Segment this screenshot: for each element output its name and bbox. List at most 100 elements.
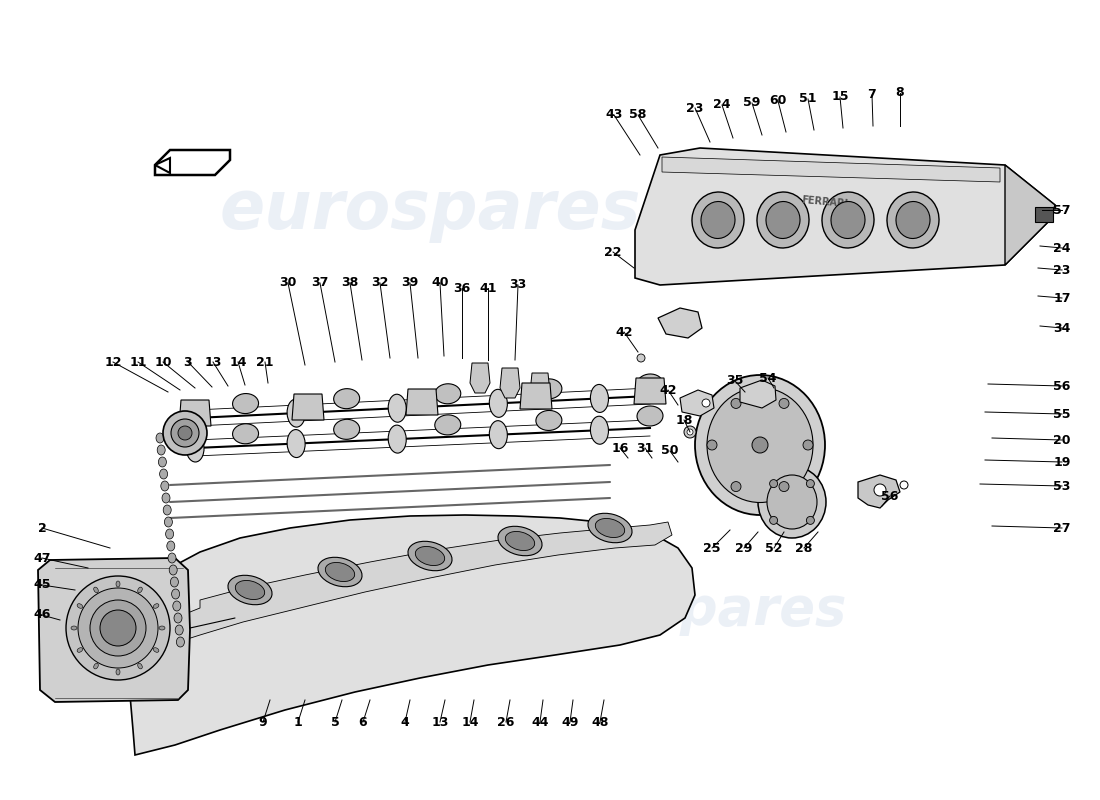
Ellipse shape [176, 637, 185, 647]
Text: 23: 23 [686, 102, 704, 114]
Ellipse shape [157, 445, 165, 455]
Text: 25: 25 [703, 542, 720, 554]
Ellipse shape [138, 663, 142, 669]
Ellipse shape [490, 421, 507, 449]
Ellipse shape [498, 526, 542, 556]
Text: 44: 44 [531, 715, 549, 729]
Circle shape [770, 516, 778, 524]
Ellipse shape [416, 546, 444, 566]
Ellipse shape [388, 394, 406, 422]
Ellipse shape [318, 558, 362, 586]
Ellipse shape [637, 406, 663, 426]
Text: 22: 22 [604, 246, 622, 258]
Text: 28: 28 [795, 542, 813, 554]
Text: 23: 23 [1054, 263, 1070, 277]
Ellipse shape [160, 626, 165, 630]
Circle shape [707, 440, 717, 450]
Ellipse shape [637, 374, 663, 394]
Ellipse shape [94, 587, 98, 593]
Circle shape [178, 426, 192, 440]
Text: 46: 46 [33, 609, 51, 622]
Ellipse shape [116, 669, 120, 675]
Text: 3: 3 [184, 355, 192, 369]
Text: 60: 60 [769, 94, 786, 107]
Text: 14: 14 [461, 715, 478, 729]
Ellipse shape [536, 379, 562, 399]
Text: 16: 16 [612, 442, 629, 454]
Text: 53: 53 [1054, 479, 1070, 493]
Text: 10: 10 [154, 355, 172, 369]
Ellipse shape [94, 663, 98, 669]
Ellipse shape [153, 604, 158, 608]
Circle shape [806, 480, 814, 488]
Polygon shape [292, 394, 324, 420]
Ellipse shape [72, 626, 77, 630]
Text: eurospares: eurospares [219, 177, 640, 243]
Ellipse shape [333, 389, 360, 409]
Ellipse shape [692, 192, 744, 248]
Ellipse shape [766, 202, 800, 238]
Text: 54: 54 [759, 371, 777, 385]
Circle shape [900, 481, 908, 489]
Polygon shape [530, 373, 550, 403]
Text: 48: 48 [592, 715, 608, 729]
Ellipse shape [822, 192, 875, 248]
Text: 15: 15 [832, 90, 849, 103]
Ellipse shape [228, 575, 272, 605]
Text: 49: 49 [561, 715, 579, 729]
Circle shape [702, 399, 710, 407]
Circle shape [732, 398, 741, 409]
Text: 47: 47 [33, 551, 51, 565]
Ellipse shape [695, 375, 825, 515]
Ellipse shape [505, 531, 535, 550]
Text: 35: 35 [726, 374, 744, 387]
Polygon shape [635, 148, 1055, 285]
Polygon shape [658, 308, 702, 338]
Text: 13: 13 [431, 715, 449, 729]
Text: 55: 55 [1054, 407, 1070, 421]
Text: 50: 50 [661, 445, 679, 458]
Polygon shape [170, 522, 672, 642]
Text: 12: 12 [104, 355, 122, 369]
Text: 41: 41 [480, 282, 497, 294]
Text: 42: 42 [659, 383, 676, 397]
Polygon shape [662, 157, 1000, 182]
Ellipse shape [158, 457, 166, 467]
Text: 27: 27 [1054, 522, 1070, 534]
Text: 43: 43 [605, 109, 623, 122]
Ellipse shape [162, 493, 170, 503]
Circle shape [688, 429, 693, 435]
Polygon shape [155, 158, 170, 173]
Ellipse shape [595, 518, 625, 538]
Polygon shape [39, 558, 190, 702]
Ellipse shape [388, 425, 406, 453]
Text: FERRARI: FERRARI [801, 195, 849, 209]
Text: 1: 1 [294, 715, 302, 729]
Text: 9: 9 [258, 715, 267, 729]
Polygon shape [858, 475, 900, 508]
Text: 32: 32 [372, 277, 388, 290]
Ellipse shape [168, 553, 176, 563]
Ellipse shape [77, 604, 82, 608]
Ellipse shape [701, 202, 735, 238]
Text: 52: 52 [766, 542, 783, 554]
Polygon shape [680, 390, 714, 416]
Text: 36: 36 [453, 282, 471, 294]
Ellipse shape [156, 433, 164, 443]
FancyBboxPatch shape [1035, 207, 1053, 222]
Circle shape [684, 426, 696, 438]
Ellipse shape [166, 529, 174, 539]
Polygon shape [470, 363, 490, 393]
Ellipse shape [172, 589, 179, 599]
Ellipse shape [434, 384, 461, 404]
Circle shape [732, 482, 741, 491]
Text: 26: 26 [497, 715, 515, 729]
Text: 40: 40 [431, 277, 449, 290]
Ellipse shape [160, 469, 167, 479]
Circle shape [90, 600, 146, 656]
Text: 57: 57 [1054, 203, 1070, 217]
Text: 45: 45 [33, 578, 51, 591]
Text: 11: 11 [130, 355, 146, 369]
Circle shape [752, 437, 768, 453]
Ellipse shape [77, 648, 82, 652]
